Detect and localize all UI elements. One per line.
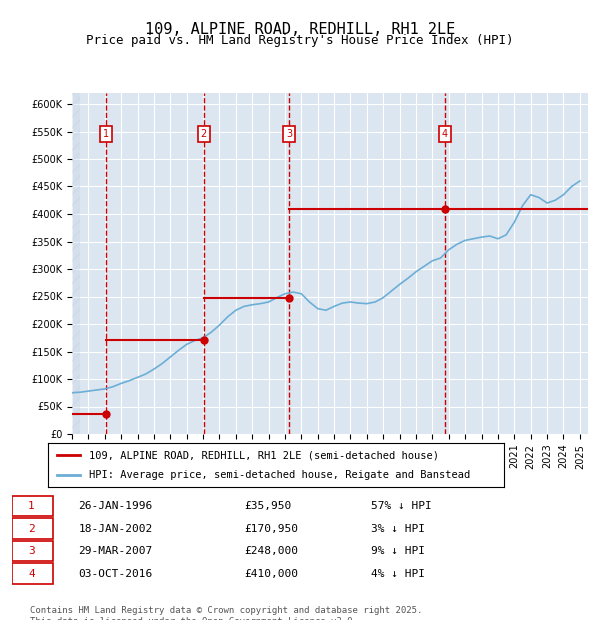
Text: £248,000: £248,000 [244,546,298,556]
Text: 3: 3 [286,129,292,139]
Text: 29-MAR-2007: 29-MAR-2007 [78,546,152,556]
Text: 03-OCT-2016: 03-OCT-2016 [78,569,152,578]
FancyBboxPatch shape [12,496,53,516]
Text: 109, ALPINE ROAD, REDHILL, RH1 2LE: 109, ALPINE ROAD, REDHILL, RH1 2LE [145,22,455,37]
Text: £170,950: £170,950 [244,524,298,534]
Text: 9% ↓ HPI: 9% ↓ HPI [371,546,425,556]
Text: £410,000: £410,000 [244,569,298,578]
Text: HPI: Average price, semi-detached house, Reigate and Banstead: HPI: Average price, semi-detached house,… [89,469,470,479]
FancyBboxPatch shape [12,564,53,584]
Text: 2: 2 [28,524,35,534]
Text: 4% ↓ HPI: 4% ↓ HPI [371,569,425,578]
Text: 26-JAN-1996: 26-JAN-1996 [78,501,152,512]
Text: 4: 4 [442,129,448,139]
Text: 3: 3 [28,546,35,556]
FancyBboxPatch shape [12,541,53,562]
Text: 2: 2 [201,129,207,139]
FancyBboxPatch shape [12,518,53,539]
Text: 1: 1 [103,129,109,139]
Text: 4: 4 [28,569,35,578]
Text: Price paid vs. HM Land Registry's House Price Index (HPI): Price paid vs. HM Land Registry's House … [86,34,514,47]
Text: Contains HM Land Registry data © Crown copyright and database right 2025.
This d: Contains HM Land Registry data © Crown c… [30,606,422,620]
Text: 109, ALPINE ROAD, REDHILL, RH1 2LE (semi-detached house): 109, ALPINE ROAD, REDHILL, RH1 2LE (semi… [89,451,439,461]
Text: 18-JAN-2002: 18-JAN-2002 [78,524,152,534]
Text: 57% ↓ HPI: 57% ↓ HPI [371,501,431,512]
Text: 3% ↓ HPI: 3% ↓ HPI [371,524,425,534]
Text: 1: 1 [28,501,35,512]
Text: £35,950: £35,950 [244,501,291,512]
